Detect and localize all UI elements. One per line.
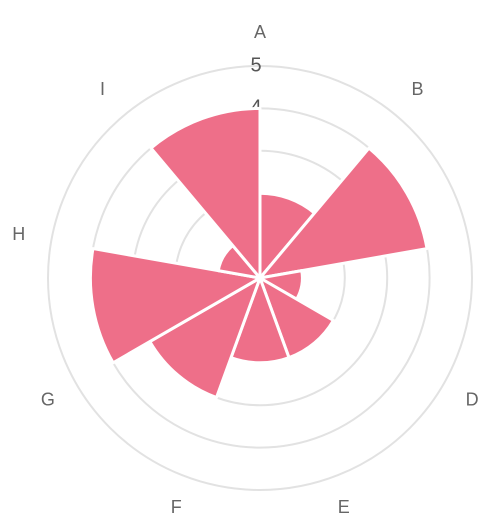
category-label: F	[171, 497, 182, 517]
segment	[88, 247, 262, 365]
segment	[258, 146, 429, 280]
category-label: I	[100, 79, 105, 99]
grid-ring	[47, 65, 473, 491]
category-label: B	[411, 79, 423, 99]
category-label: E	[338, 497, 350, 517]
category-label: H	[12, 224, 25, 244]
r-tick-label: 5	[250, 54, 261, 76]
category-label: G	[41, 389, 55, 409]
category-label: A	[254, 22, 266, 42]
segment	[148, 276, 262, 400]
segment	[149, 106, 262, 280]
category-label: D	[466, 389, 479, 409]
